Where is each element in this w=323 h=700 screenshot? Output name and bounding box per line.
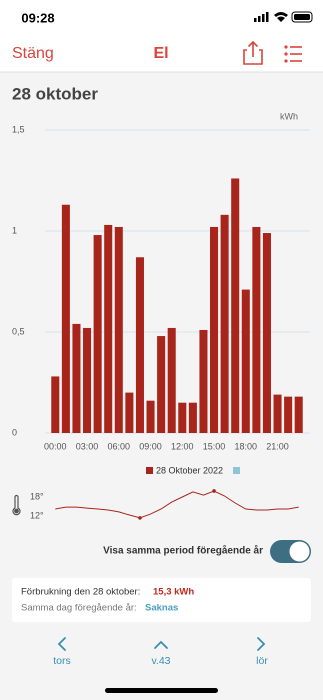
bar bbox=[157, 336, 166, 433]
bar bbox=[210, 226, 219, 433]
y-tick-label: 1 bbox=[12, 225, 17, 235]
unit-label: kWh bbox=[280, 111, 298, 121]
bar bbox=[51, 376, 60, 433]
toggle-label: Visa samma period föregående år bbox=[103, 545, 263, 557]
bar bbox=[231, 178, 240, 433]
signal-bar bbox=[266, 12, 269, 22]
signal-bar bbox=[258, 16, 261, 22]
x-tick-label: 12:00 bbox=[171, 441, 194, 451]
x-tick-label: 03:00 bbox=[76, 441, 99, 451]
list-dot bbox=[284, 59, 288, 63]
date-heading: 28 oktober bbox=[12, 84, 98, 103]
x-tick-label: 09:00 bbox=[139, 441, 162, 451]
battery-level bbox=[294, 14, 310, 20]
consumption-value: 15,3 kWh bbox=[153, 587, 194, 598]
header-bg bbox=[0, 0, 323, 72]
bar bbox=[284, 396, 293, 433]
x-tick-label: 15:00 bbox=[203, 441, 226, 451]
bar bbox=[135, 257, 144, 433]
bar bbox=[252, 226, 261, 433]
share-button[interactable] bbox=[243, 40, 263, 65]
share-box bbox=[243, 49, 263, 65]
status-icons bbox=[254, 11, 313, 23]
bar bbox=[93, 235, 102, 433]
legend: 28 Oktober 2022 bbox=[146, 465, 240, 475]
extreme-point bbox=[212, 489, 216, 493]
extreme-point bbox=[138, 516, 142, 520]
bar bbox=[188, 402, 197, 433]
home-indicator bbox=[105, 688, 218, 693]
prev-day[interactable]: tors bbox=[53, 655, 71, 667]
close-button[interactable]: Stäng bbox=[12, 45, 54, 62]
bar bbox=[220, 214, 229, 433]
next-chevron[interactable] bbox=[257, 637, 266, 651]
bar bbox=[72, 323, 81, 433]
list-button[interactable] bbox=[284, 45, 302, 63]
x-tick-label: 00:00 bbox=[44, 441, 67, 451]
x-tick-label: 06:00 bbox=[108, 441, 131, 451]
nav-title: El bbox=[153, 45, 168, 62]
bar bbox=[199, 329, 208, 433]
bar-chart: 0 0,5 1 1,5 00:00 03:00 06:00 09:00 12:00 15:00 18… bbox=[12, 124, 310, 451]
consumption-label: Förbrukning den 28 oktober: bbox=[21, 587, 140, 598]
bar bbox=[241, 289, 250, 433]
y-tick-label: 0 bbox=[12, 427, 17, 437]
thermometer-body bbox=[12, 494, 21, 516]
temperature-line bbox=[55, 490, 299, 519]
wifi-icon bbox=[274, 12, 288, 22]
bar bbox=[114, 226, 123, 433]
legend-label: 28 Oktober 2022 bbox=[156, 465, 223, 475]
temperature-chart: 18° 12° bbox=[30, 489, 299, 520]
thermometer-bulb bbox=[14, 508, 19, 514]
toggle-switch[interactable] bbox=[270, 540, 311, 563]
bar bbox=[146, 400, 155, 433]
bar bbox=[178, 402, 187, 433]
next-day[interactable]: lör bbox=[256, 655, 268, 667]
signal-bar bbox=[262, 14, 265, 22]
previous-label: Samma dag föregående år: bbox=[21, 603, 137, 614]
summary-card bbox=[12, 578, 311, 622]
bar bbox=[104, 224, 113, 433]
bar bbox=[61, 204, 70, 433]
x-tick-label: 21:00 bbox=[266, 441, 289, 451]
bar bbox=[83, 327, 92, 433]
week-label[interactable]: v.43 bbox=[151, 655, 170, 667]
bar bbox=[167, 327, 176, 433]
status-time: 09:28 bbox=[21, 10, 54, 25]
bar bbox=[273, 394, 282, 433]
legend-swatch bbox=[146, 467, 153, 474]
previous-value: Saknas bbox=[145, 603, 178, 614]
bar bbox=[294, 396, 303, 433]
x-tick-label: 18:00 bbox=[235, 441, 258, 451]
list-dot bbox=[284, 52, 288, 56]
share-arrow bbox=[247, 40, 259, 57]
list-dot bbox=[284, 45, 288, 49]
bar bbox=[125, 392, 134, 433]
week-chevron[interactable] bbox=[154, 640, 168, 649]
battery-outline bbox=[291, 11, 313, 23]
y-tick-label: 18° bbox=[30, 491, 44, 501]
bar bbox=[262, 233, 271, 433]
y-tick-label: 0,5 bbox=[12, 326, 25, 336]
prev-chevron[interactable] bbox=[57, 637, 66, 651]
legend-swatch-previous bbox=[233, 467, 240, 474]
thermometer-icon bbox=[12, 494, 21, 516]
signal-bar bbox=[254, 18, 257, 22]
y-tick-label: 1,5 bbox=[12, 124, 25, 134]
toggle-knob bbox=[289, 541, 310, 562]
y-tick-label: 12° bbox=[30, 510, 44, 520]
